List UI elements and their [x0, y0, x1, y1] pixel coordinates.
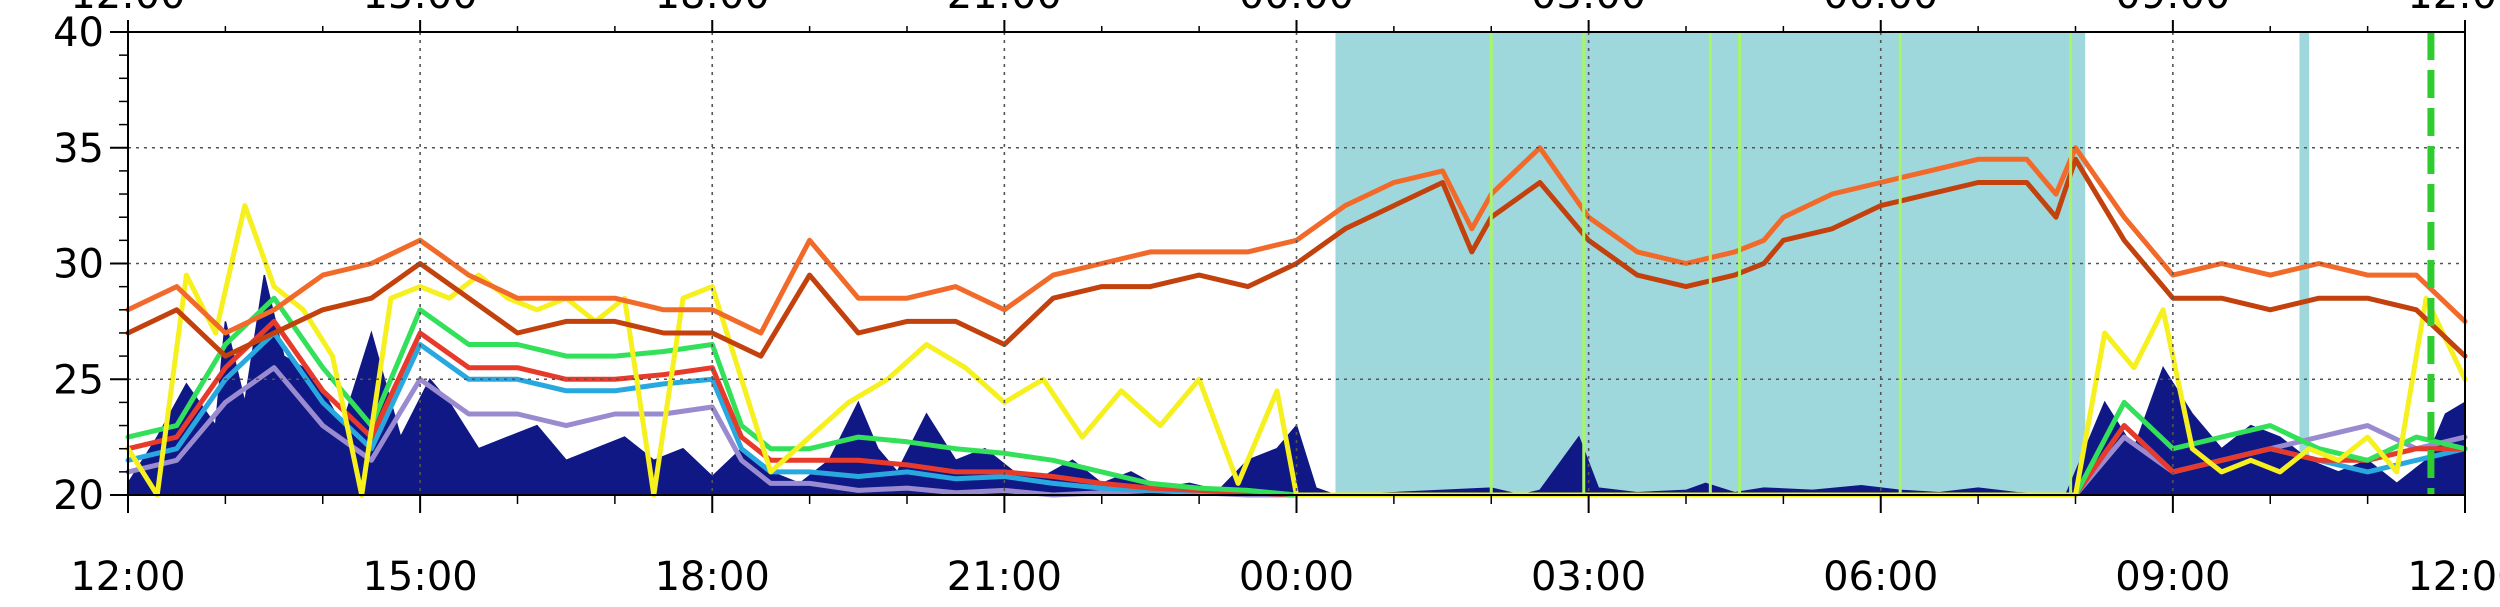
x-tick-label-top-6: 06:00 — [1823, 0, 1938, 18]
x-tick-label-5: 03:00 — [1531, 554, 1646, 600]
axes: 12:00 12:00 15:00 15:00 18:00 18:00 21:00 21:00… — [53, 0, 2500, 600]
x-tick-label-top-8: 12:00 — [2407, 0, 2500, 18]
x-tick-label-top-5: 03:00 — [1531, 0, 1646, 18]
x-tick-label-6: 06:00 — [1823, 554, 1938, 600]
x-tick-label-top-7: 09:00 — [2115, 0, 2230, 18]
x-tick-label-top-0: 12:00 — [70, 0, 185, 18]
y-tick-label-3: 35 — [53, 126, 104, 172]
x-tick-label-4: 00:00 — [1239, 554, 1354, 600]
x-tick-label-7: 09:00 — [2115, 554, 2230, 600]
x-tick-label-top-4: 00:00 — [1239, 0, 1354, 18]
x-tick-label-3: 21:00 — [947, 554, 1062, 600]
y-tick-label-2: 30 — [53, 242, 104, 288]
gridlines — [128, 32, 2465, 495]
x-tick-label-top-3: 21:00 — [947, 0, 1062, 18]
marker-lines — [1489, 32, 2435, 495]
series-line-5 — [125, 203, 2468, 498]
series-line-7 — [125, 145, 2468, 336]
x-tick-label-top-2: 18:00 — [655, 0, 770, 18]
x-tick-label-8: 12:00 — [2407, 554, 2500, 600]
series-line-6 — [125, 156, 2468, 359]
x-tick-label-1: 15:00 — [362, 554, 477, 600]
x-tick-label-top-1: 15:00 — [362, 0, 477, 18]
series-layer — [125, 145, 2468, 498]
y-tick-label-1: 25 — [53, 357, 104, 403]
series-line-3 — [125, 318, 2468, 498]
y-tick-label-4: 40 — [53, 10, 104, 56]
y-tick-label-0: 20 — [53, 473, 104, 519]
x-tick-label-2: 18:00 — [655, 554, 770, 600]
x-tick-label-0: 12:00 — [70, 554, 185, 600]
